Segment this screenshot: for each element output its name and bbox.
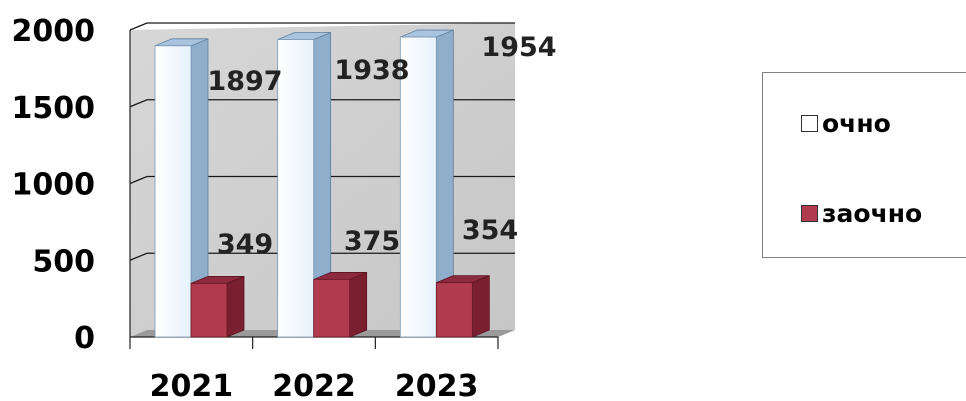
bar-ochno bbox=[154, 45, 192, 338]
data-label: 1897 bbox=[207, 66, 282, 97]
bar-ochno bbox=[399, 36, 437, 338]
bar-zaochno-side bbox=[226, 275, 245, 338]
x-category-label: 2023 bbox=[395, 369, 479, 401]
y-tick-label: 2000 bbox=[12, 14, 96, 49]
gridline bbox=[129, 175, 515, 185]
gridline bbox=[129, 99, 515, 108]
data-label: 1954 bbox=[481, 32, 556, 63]
legend-label-zaochno: заочно bbox=[822, 199, 923, 228]
bar-zaochno bbox=[435, 282, 473, 338]
bar-zaochno-side bbox=[471, 275, 490, 338]
bar-zaochno bbox=[313, 279, 351, 338]
bar-zaochno-side bbox=[349, 271, 368, 338]
gridline bbox=[129, 22, 515, 31]
y-tick-label: 0 bbox=[74, 321, 95, 356]
data-label: 1938 bbox=[334, 55, 409, 86]
gridline bbox=[129, 252, 515, 261]
data-label: 349 bbox=[217, 229, 273, 260]
bar-ochno bbox=[277, 39, 315, 338]
y-tick-label: 1000 bbox=[12, 168, 96, 203]
data-label: 375 bbox=[344, 226, 400, 257]
data-label: 354 bbox=[462, 215, 518, 246]
legend-label-ochno: очно bbox=[822, 109, 891, 138]
bar-zaochno bbox=[190, 283, 228, 338]
bar-chart: 0 500 1000 1500 2000 2021 2022 2023 1897 1938 1954… bbox=[12, 14, 557, 401]
legend: очно заочно bbox=[762, 72, 966, 258]
x-category-label: 2022 bbox=[272, 369, 356, 401]
x-category-label: 2021 bbox=[150, 369, 234, 401]
y-tick-label: 500 bbox=[32, 244, 95, 279]
legend-swatch-zaochno bbox=[801, 205, 818, 222]
legend-item-ochno: очно bbox=[801, 109, 891, 138]
legend-swatch-ochno bbox=[801, 115, 818, 132]
y-tick-label: 1500 bbox=[12, 91, 96, 126]
legend-item-zaochno: заочно bbox=[801, 199, 922, 228]
